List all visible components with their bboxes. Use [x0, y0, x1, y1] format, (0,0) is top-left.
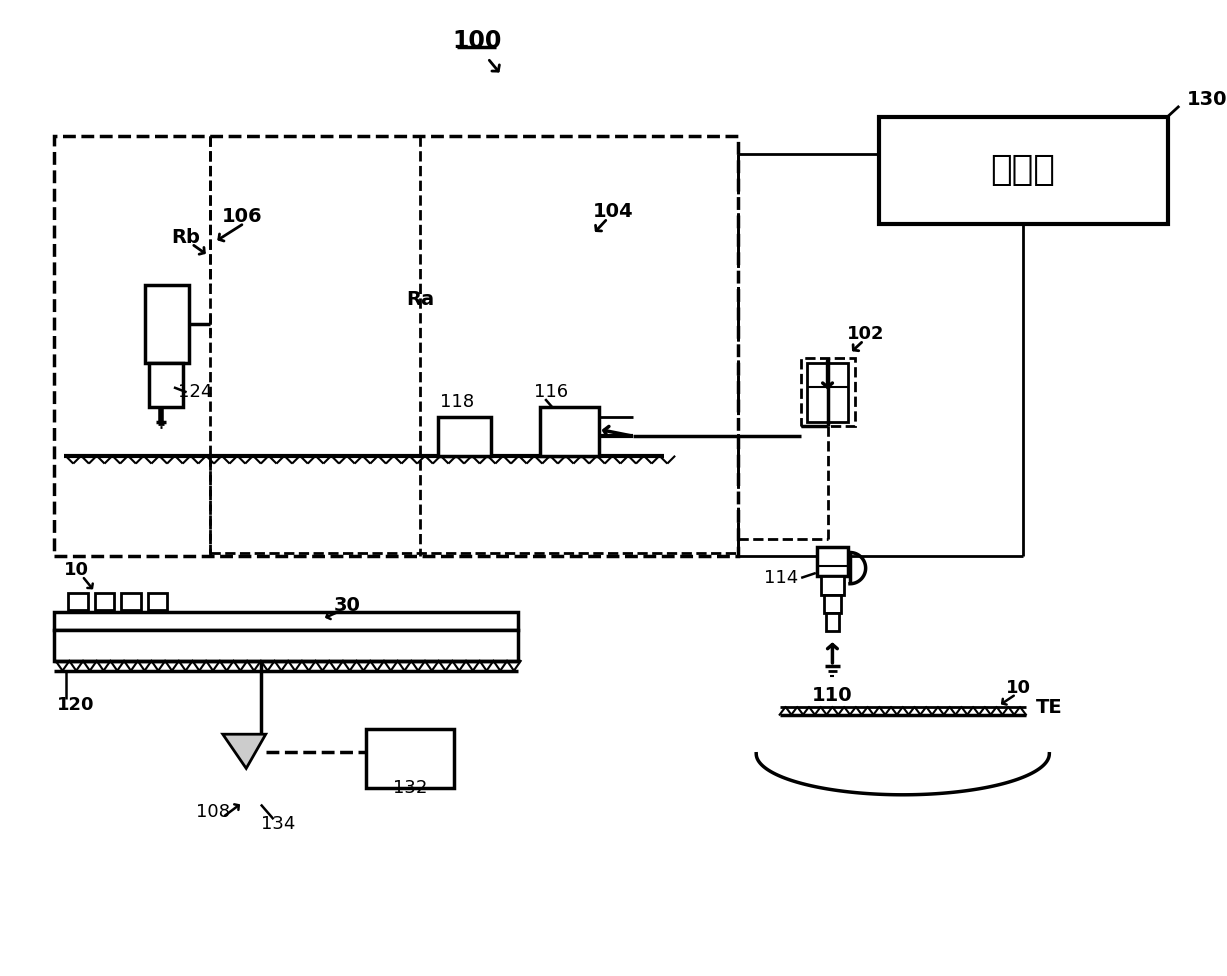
Text: 110: 110 — [812, 685, 853, 705]
Text: 124: 124 — [178, 384, 212, 401]
Bar — [145, 285, 189, 363]
Bar — [121, 592, 141, 610]
Text: 控制部: 控制部 — [990, 153, 1055, 187]
Bar — [801, 358, 855, 427]
Text: 120: 120 — [56, 696, 94, 713]
Text: Ra: Ra — [406, 290, 434, 309]
Text: 132: 132 — [393, 779, 427, 797]
Text: Rb: Rb — [172, 228, 200, 247]
Bar — [880, 117, 1168, 224]
Bar — [69, 592, 88, 610]
Text: 114: 114 — [764, 569, 799, 587]
Bar — [438, 417, 492, 456]
Text: 10: 10 — [64, 561, 88, 579]
Text: 104: 104 — [594, 202, 634, 221]
Text: 130: 130 — [1187, 90, 1227, 108]
Text: 108: 108 — [196, 803, 229, 822]
Bar — [54, 630, 518, 661]
Bar — [147, 592, 167, 610]
Text: 134: 134 — [261, 815, 296, 834]
Polygon shape — [223, 734, 266, 768]
Text: 106: 106 — [222, 207, 263, 225]
Bar — [821, 576, 844, 595]
Bar — [94, 592, 114, 610]
Bar — [540, 407, 599, 456]
Text: 118: 118 — [439, 393, 474, 411]
Bar — [148, 363, 183, 407]
Bar — [54, 137, 737, 556]
Text: 100: 100 — [452, 28, 502, 53]
Text: 102: 102 — [847, 325, 885, 343]
Text: TE: TE — [1036, 699, 1063, 717]
Bar — [54, 612, 518, 630]
Bar — [826, 613, 839, 630]
Bar — [367, 729, 454, 788]
Bar — [807, 363, 848, 422]
Bar — [823, 595, 842, 613]
Text: 10: 10 — [1006, 679, 1031, 697]
Text: 116: 116 — [535, 384, 568, 401]
Text: 30: 30 — [334, 595, 361, 615]
Bar — [817, 547, 848, 576]
